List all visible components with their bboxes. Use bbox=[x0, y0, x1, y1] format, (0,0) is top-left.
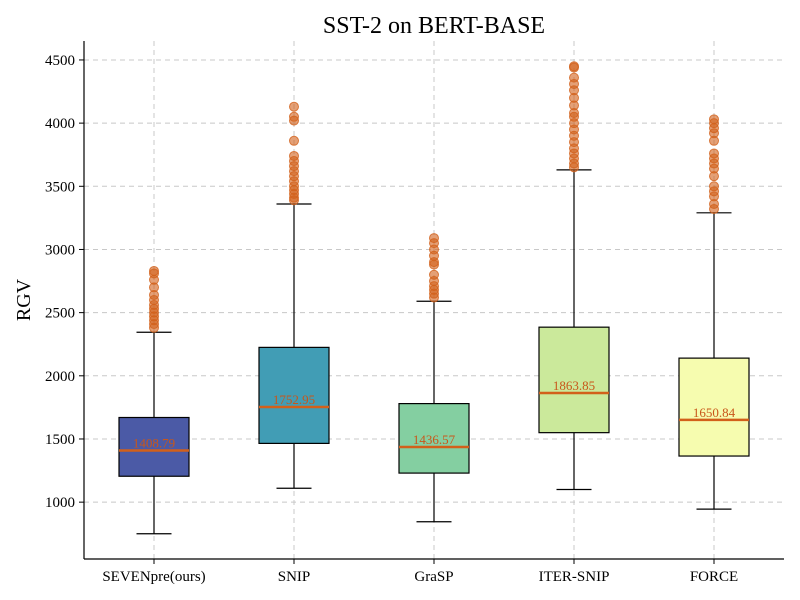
box-iter-snip: 1863.85 bbox=[538, 61, 610, 491]
outlier-point bbox=[289, 135, 299, 146]
iqr-box bbox=[258, 346, 330, 444]
y-tick-label: 3500 bbox=[45, 179, 75, 195]
y-tick-label: 3000 bbox=[45, 242, 75, 258]
iqr-box bbox=[398, 403, 470, 474]
x-tick-label: SEVENpre(ours) bbox=[102, 569, 205, 585]
x-axis: SEVENpre(ours) SNIP GraSP ITER-SNIP FORCE bbox=[102, 559, 738, 585]
y-axis-label: RGV bbox=[13, 278, 35, 321]
outlier-point bbox=[289, 150, 299, 161]
median-label: 1436.57 bbox=[413, 432, 456, 447]
x-tick-label: GraSP bbox=[414, 569, 453, 585]
median-label: 1408.79 bbox=[133, 435, 175, 450]
iqr-box bbox=[678, 357, 750, 457]
y-tick-label: 2000 bbox=[45, 369, 75, 385]
box-sevenpre-ours-: 1408.79 bbox=[118, 265, 190, 535]
outlier-point bbox=[569, 72, 579, 83]
y-tick-label: 4000 bbox=[45, 116, 75, 132]
x-tick-label: FORCE bbox=[690, 569, 738, 585]
median-label: 1650.84 bbox=[693, 405, 736, 420]
median-label: 1752.95 bbox=[273, 392, 315, 407]
box-layer: 1408.79 1752.95 1436.57 1863.85 1650.84 bbox=[118, 61, 750, 535]
chart-title: SST-2 on BERT-BASE bbox=[323, 13, 545, 39]
y-tick-label: 4500 bbox=[45, 53, 75, 69]
y-tick-label: 1500 bbox=[45, 432, 75, 448]
outlier-point bbox=[149, 265, 159, 276]
y-axis: 1000 1500 2000 2500 3000 3500 4000 4500 bbox=[45, 53, 84, 511]
outlier-point bbox=[429, 269, 439, 280]
median-label: 1863.85 bbox=[553, 378, 595, 393]
y-tick-label: 1000 bbox=[45, 495, 75, 511]
outlier-point bbox=[709, 148, 719, 159]
box-snip: 1752.95 bbox=[258, 101, 330, 489]
outlier-point bbox=[709, 114, 719, 125]
box-force: 1650.84 bbox=[678, 114, 750, 510]
x-tick-label: ITER-SNIP bbox=[539, 569, 610, 585]
iqr-box bbox=[538, 326, 610, 434]
outlier-point bbox=[709, 181, 719, 192]
y-tick-label: 2500 bbox=[45, 306, 75, 322]
outlier-point bbox=[429, 233, 439, 244]
outlier-point bbox=[289, 101, 299, 112]
iqr-box bbox=[118, 416, 190, 477]
outlier-point bbox=[569, 61, 579, 72]
x-tick-label: SNIP bbox=[278, 569, 311, 585]
outlier-point bbox=[289, 111, 299, 122]
box-grasp: 1436.57 bbox=[398, 233, 470, 523]
